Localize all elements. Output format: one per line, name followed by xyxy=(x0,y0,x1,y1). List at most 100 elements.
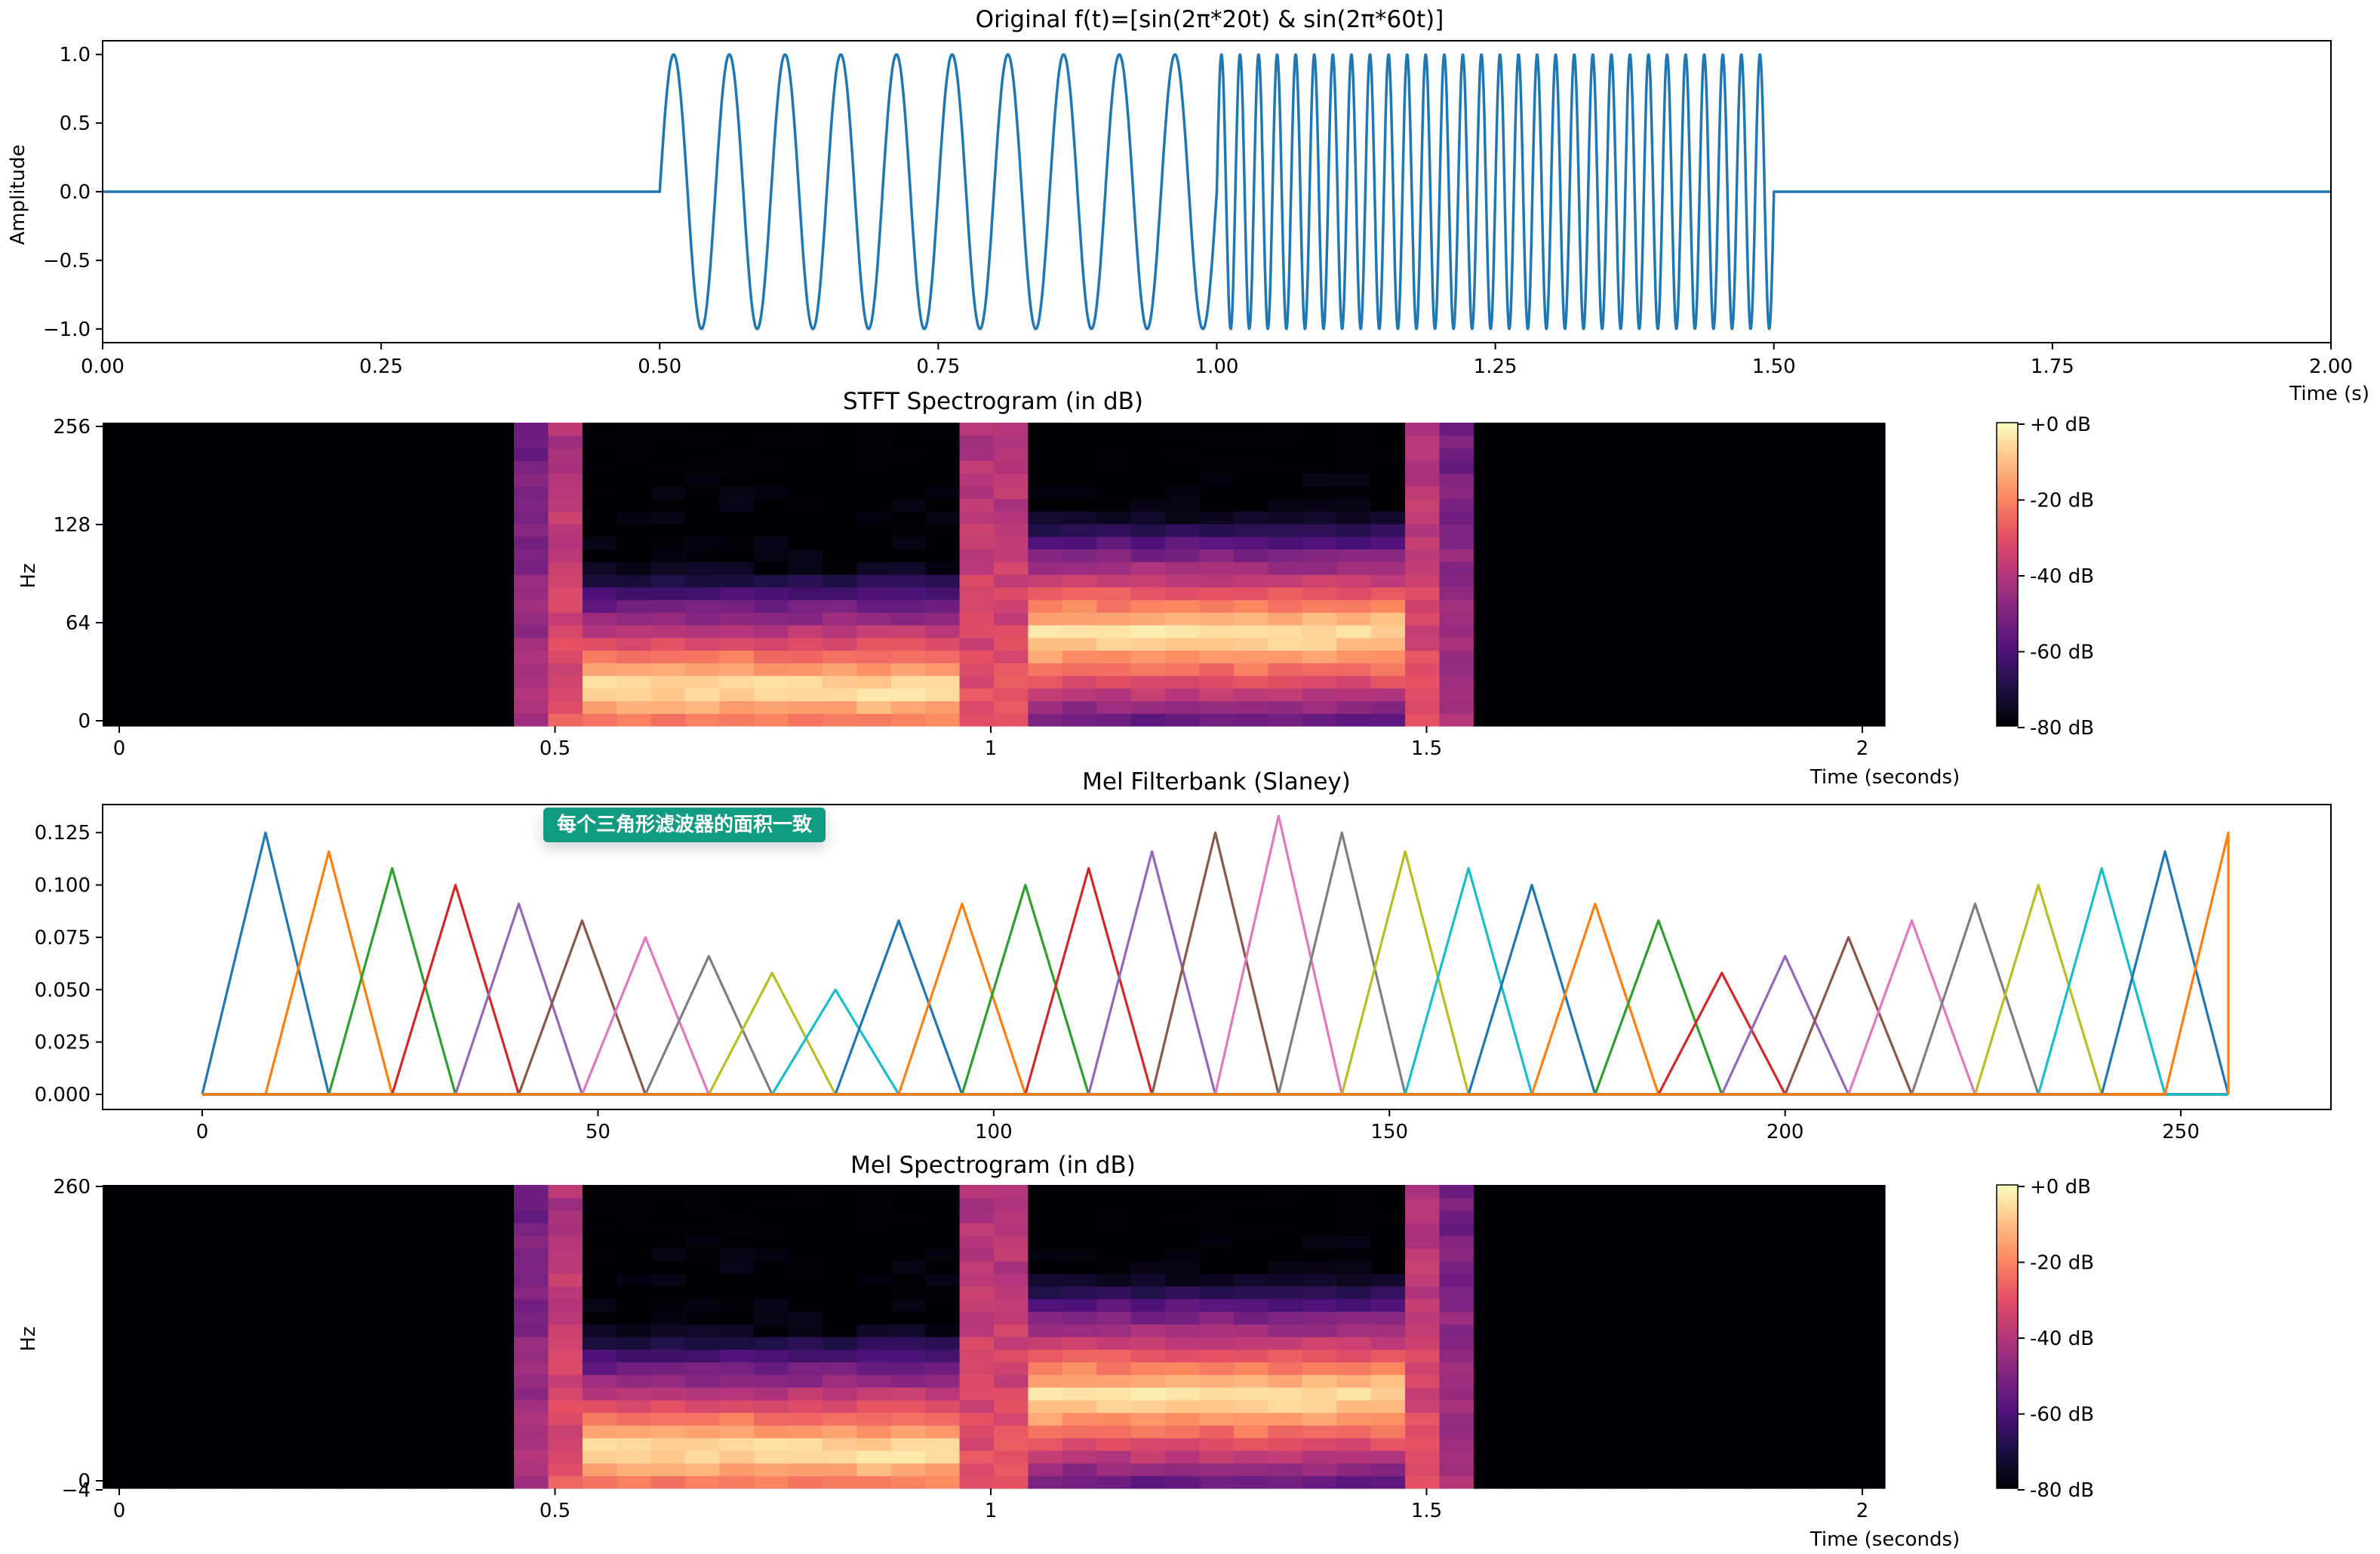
heatmap-cell xyxy=(342,574,377,588)
heatmap-cell xyxy=(1645,562,1680,575)
heatmap-cell xyxy=(1610,1438,1646,1451)
heatmap-cell xyxy=(1405,1185,1441,1199)
heatmap-cell xyxy=(685,1210,721,1223)
heatmap-cell xyxy=(1508,1197,1543,1211)
heatmap-cell xyxy=(1062,1210,1097,1223)
heatmap-cell xyxy=(617,1463,652,1476)
heatmap-cell xyxy=(1336,700,1372,714)
heatmap-cell xyxy=(1096,524,1132,537)
heatmap-cell xyxy=(1439,423,1474,436)
heatmap-cell xyxy=(1062,650,1097,663)
heatmap-cell xyxy=(411,1425,446,1439)
heatmap-cell xyxy=(445,1248,481,1262)
heatmap-cell xyxy=(925,1476,961,1489)
heatmap-cell xyxy=(1165,485,1201,500)
heatmap-cell xyxy=(1850,511,1886,525)
heatmap-cell xyxy=(1508,1438,1543,1451)
heatmap-cell xyxy=(1679,511,1714,525)
heatmap-cell xyxy=(1370,485,1406,500)
heatmap-cell xyxy=(274,663,309,676)
heatmap-cell xyxy=(1645,1476,1680,1489)
heatmap-cell xyxy=(274,448,309,461)
heatmap-cell xyxy=(479,612,515,626)
heatmap-cell xyxy=(342,713,377,727)
heatmap-cell xyxy=(1062,599,1097,613)
heatmap-cell xyxy=(1439,485,1474,500)
heatmap-cell xyxy=(137,1197,172,1211)
heatmap-cell xyxy=(617,485,652,500)
heatmap-cell xyxy=(1439,1450,1474,1464)
heatmap-cell xyxy=(1199,586,1235,601)
heatmap-cell xyxy=(1370,1412,1406,1426)
heatmap-cell xyxy=(514,1248,549,1262)
heatmap-cell xyxy=(137,562,172,575)
heatmap-cell xyxy=(514,423,549,436)
heatmap-cell xyxy=(1542,1260,1577,1274)
colorbar-tick-label: -20 dB xyxy=(2030,490,2094,512)
heatmap-cell xyxy=(1679,1425,1714,1439)
heatmap-cell xyxy=(103,1197,138,1211)
heatmap-cell xyxy=(925,612,961,626)
heatmap-cell xyxy=(1405,423,1441,436)
heatmap-cell xyxy=(788,1260,823,1274)
heatmap-cell xyxy=(1370,1438,1406,1451)
heatmap-cell xyxy=(650,1387,686,1401)
heatmap-cell xyxy=(1405,536,1441,550)
heatmap-cell xyxy=(650,1260,686,1274)
heatmap-cell xyxy=(1268,473,1303,487)
heatmap-cell xyxy=(239,1223,275,1236)
heatmap-cell xyxy=(411,1412,446,1426)
heatmap-cell xyxy=(1713,1374,1748,1388)
heatmap-cell xyxy=(308,612,343,626)
heatmap-cell xyxy=(1816,423,1852,436)
heatmap-cell xyxy=(1508,1185,1543,1199)
heatmap-cell xyxy=(959,1399,995,1414)
heatmap-cell xyxy=(479,663,515,676)
heatmap-cell xyxy=(650,1349,686,1363)
heatmap-cell xyxy=(1645,511,1680,525)
heatmap-cell xyxy=(377,1286,412,1300)
heatmap-cell xyxy=(1062,612,1097,626)
heatmap-cell xyxy=(994,713,1029,727)
heatmap-cell xyxy=(822,448,857,461)
heatmap-cell xyxy=(754,700,789,714)
heatmap-cell xyxy=(1199,549,1235,562)
heatmap-cell xyxy=(137,574,172,588)
heatmap-cell xyxy=(1268,574,1303,588)
heatmap-cell xyxy=(411,1476,446,1489)
heatmap-cell xyxy=(1439,612,1474,626)
heatmap-cell xyxy=(1028,663,1063,676)
heatmap-cell xyxy=(445,586,481,601)
heatmap-cell xyxy=(822,1450,857,1464)
heatmap-cell xyxy=(822,562,857,575)
mel-colorbar-ticks: +0 dB-20 dB-40 dB-60 dB-80 dB xyxy=(2018,1176,2094,1502)
filterbank-title: Mel Filterbank (Slaney) xyxy=(1082,768,1351,795)
heatmap-cell xyxy=(582,599,617,613)
heatmap-cell xyxy=(1645,1223,1680,1236)
heatmap-cell xyxy=(1165,1425,1201,1439)
heatmap-cell xyxy=(1850,713,1886,727)
heatmap-cell xyxy=(1542,1450,1577,1464)
heatmap-cell xyxy=(514,713,549,727)
heatmap-cell xyxy=(377,536,412,550)
heatmap-cell xyxy=(548,473,583,487)
heatmap-cell xyxy=(856,700,892,714)
heatmap-cell xyxy=(1748,1425,1783,1439)
heatmap-cell xyxy=(788,1185,823,1199)
heatmap-cell xyxy=(1645,1185,1680,1199)
heatmap-cell xyxy=(1576,574,1612,588)
heatmap-cell xyxy=(1473,663,1508,676)
heatmap-cell xyxy=(479,688,515,702)
heatmap-cell xyxy=(1405,498,1441,512)
heatmap-cell xyxy=(1165,1337,1201,1350)
heatmap-cell xyxy=(1165,1399,1201,1414)
heatmap-cell xyxy=(1028,675,1063,689)
heatmap-cell xyxy=(274,1337,309,1350)
heatmap-cell xyxy=(685,637,721,651)
heatmap-cell xyxy=(1748,700,1783,714)
heatmap-cell xyxy=(1096,1185,1132,1199)
heatmap-cell xyxy=(514,1197,549,1211)
heatmap-cell xyxy=(514,586,549,601)
heatmap-cell xyxy=(1336,1425,1372,1439)
